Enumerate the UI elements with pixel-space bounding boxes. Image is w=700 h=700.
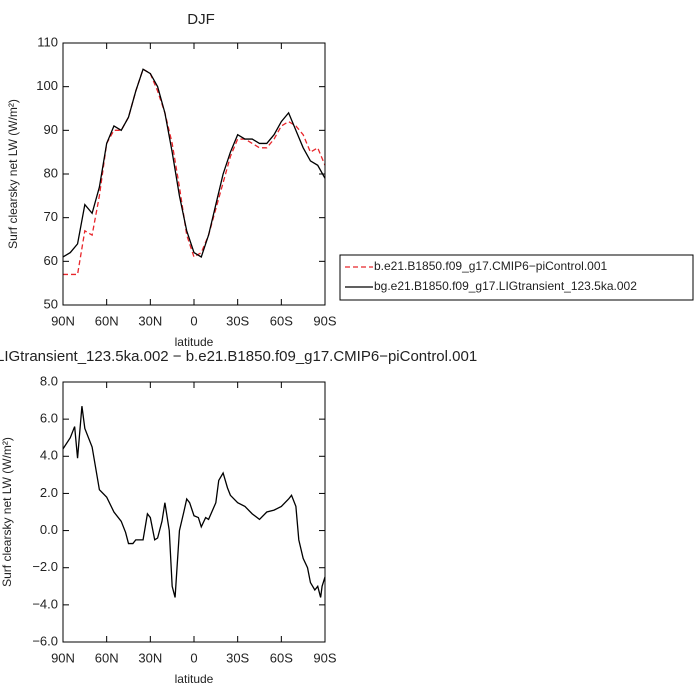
- series-line: [62, 68, 326, 258]
- plot-frame: [62, 381, 326, 643]
- y-tick-label: 70: [44, 209, 58, 224]
- x-tick-label: 90S: [313, 650, 336, 665]
- x-tick-label: 90S: [313, 313, 336, 328]
- x-tick-label: 0: [190, 650, 197, 665]
- y-tick-label: 110: [37, 34, 58, 49]
- y-tick-label: 60: [44, 253, 58, 268]
- y-tick-label: 8.0: [40, 373, 58, 388]
- x-tick-label: 90N: [51, 650, 75, 665]
- x-tick-label: 60N: [95, 650, 119, 665]
- y-tick-label: 4.0: [40, 448, 58, 463]
- chart-title: LIGtransient_123.5ka.002 − b.e21.B1850.f…: [0, 348, 477, 365]
- x-tick-label: 30N: [138, 313, 162, 328]
- x-tick-label: 30N: [138, 650, 162, 665]
- legend-label: bg.e21.B1850.f09_g17.LIGtransient_123.5k…: [374, 279, 637, 293]
- y-tick-label: −6.0: [32, 633, 58, 648]
- y-tick-label: 90: [44, 122, 58, 137]
- x-tick-label: 60S: [270, 650, 293, 665]
- x-tick-label: 0: [190, 313, 197, 328]
- x-axis-label: latitude: [175, 672, 214, 686]
- y-tick-label: −2.0: [32, 559, 58, 574]
- chart-title: DJF: [187, 11, 215, 28]
- y-tick-label: −4.0: [32, 596, 58, 611]
- x-tick-label: 90N: [51, 313, 75, 328]
- y-axis-label: Surf clearsky net LW (W/m²): [6, 99, 20, 249]
- x-tick-label: 30S: [226, 650, 249, 665]
- legend-box: [339, 254, 694, 301]
- x-tick-label: 30S: [226, 313, 249, 328]
- y-tick-label: 100: [36, 78, 58, 93]
- x-tick-label: 60S: [270, 313, 293, 328]
- y-tick-label: 0.0: [40, 522, 58, 537]
- y-tick-label: 6.0: [40, 411, 58, 426]
- x-tick-label: 60N: [95, 313, 119, 328]
- legend-label: b.e21.B1850.f09_g17.CMIP6−piControl.001: [374, 259, 607, 273]
- series-line: [62, 406, 326, 598]
- x-axis-label: latitude: [175, 335, 214, 349]
- y-tick-label: 80: [44, 165, 58, 180]
- y-axis-label: Surf clearsky net LW (W/m²): [0, 437, 14, 587]
- y-tick-label: 2.0: [40, 485, 58, 500]
- y-tick-label: 50: [44, 296, 58, 311]
